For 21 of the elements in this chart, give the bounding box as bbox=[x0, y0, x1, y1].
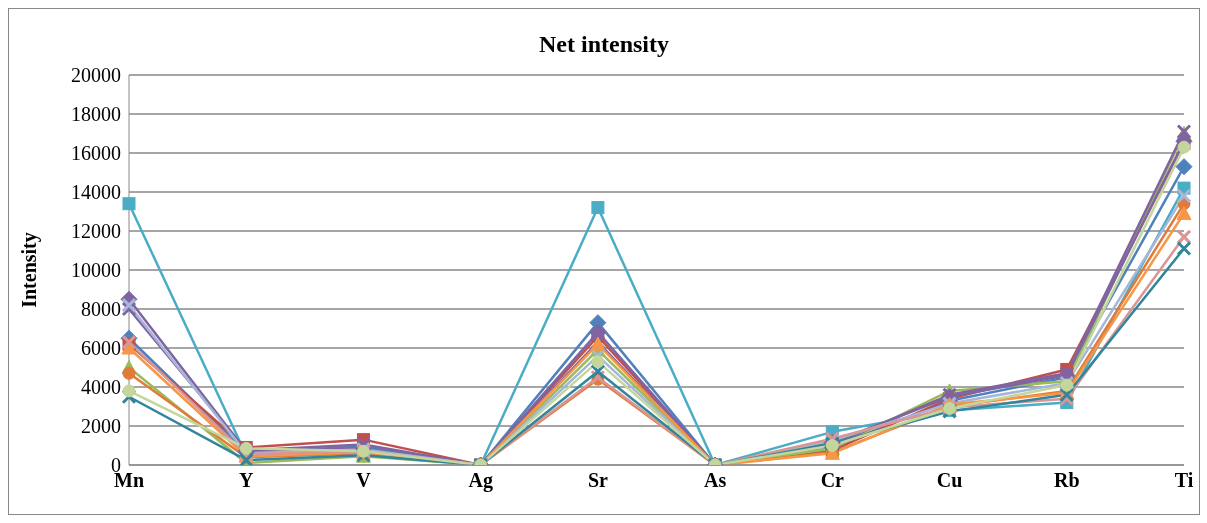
y-tick-label: 16000 bbox=[71, 142, 121, 165]
x-tick-label: Cu bbox=[936, 469, 963, 492]
x-tick-label: Y bbox=[239, 469, 254, 492]
x-tick-label: As bbox=[703, 469, 727, 492]
y-tick-label: 2000 bbox=[81, 415, 121, 438]
x-tick-label: Rb bbox=[1053, 469, 1080, 492]
x-tick-label: Ti bbox=[1174, 469, 1194, 492]
y-tick-label: 8000 bbox=[81, 298, 121, 321]
x-tick-label: Ag bbox=[468, 469, 493, 493]
y-tick-label: 14000 bbox=[71, 181, 121, 204]
y-tick-label: 6000 bbox=[81, 337, 121, 360]
x-tick-label: Sr bbox=[587, 469, 609, 492]
y-tick-label: 4000 bbox=[81, 376, 121, 399]
y-tick-label: 20000 bbox=[71, 64, 121, 87]
x-tick-label: Cr bbox=[820, 469, 845, 492]
y-tick-label: 12000 bbox=[71, 220, 121, 243]
chart-title: Net intensity bbox=[538, 31, 670, 59]
x-tick-label: V bbox=[356, 469, 372, 492]
y-tick-label: 10000 bbox=[71, 259, 121, 282]
y-axis-title: Intensity bbox=[18, 232, 42, 308]
y-tick-label: 18000 bbox=[71, 103, 121, 126]
